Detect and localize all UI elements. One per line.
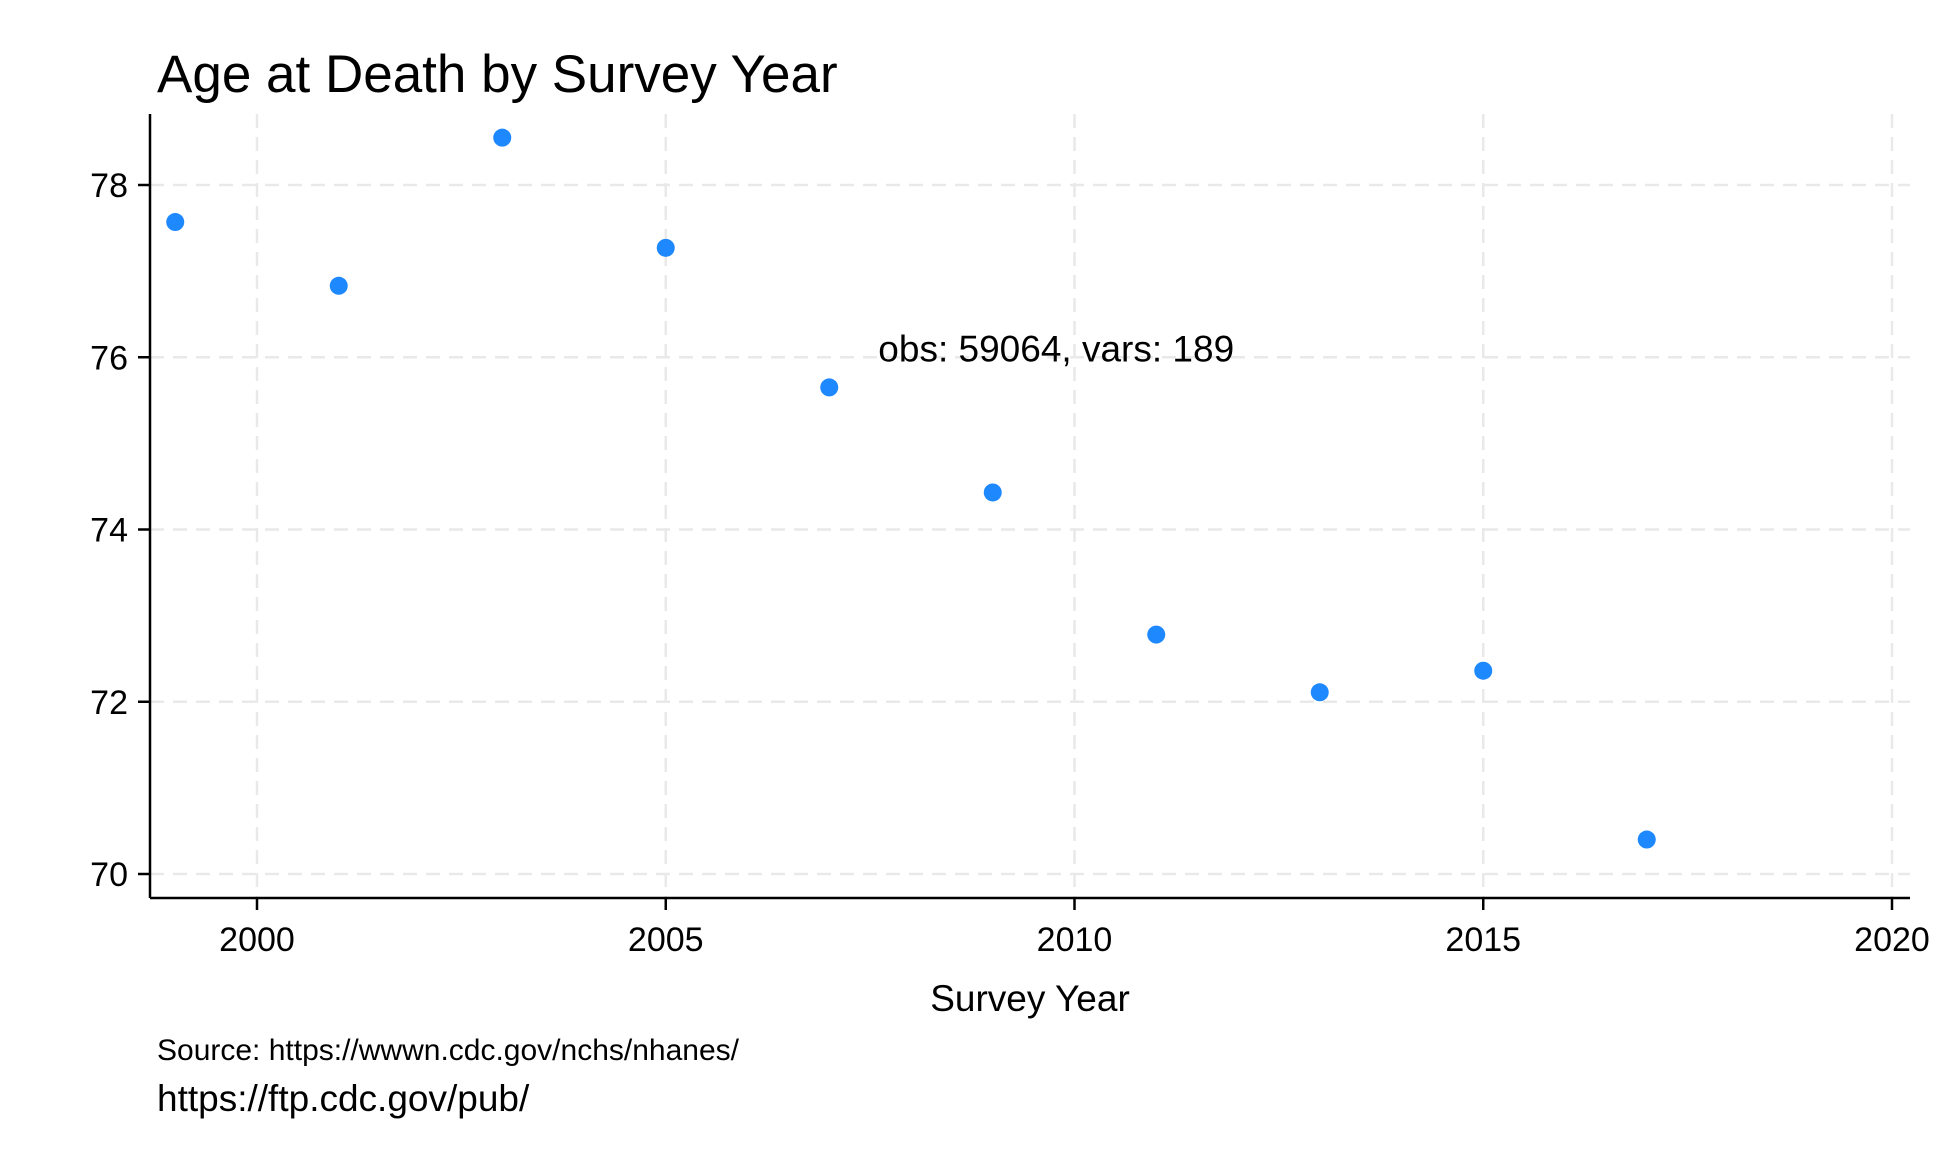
data-point <box>493 128 512 147</box>
data-point <box>983 483 1002 502</box>
x-axis-title: Survey Year <box>930 978 1130 1019</box>
x-ticks: 2000 2005 2010 2015 2020 <box>219 898 1930 959</box>
y-tick-label: 74 <box>90 512 128 550</box>
axes <box>148 114 1910 900</box>
y-tick-label: 70 <box>90 856 128 894</box>
data-points <box>166 128 1656 849</box>
x-tick-label: 2000 <box>219 921 295 959</box>
data-point <box>1147 625 1166 644</box>
data-point <box>1310 683 1329 702</box>
gridlines <box>150 114 1910 898</box>
data-point <box>656 238 675 257</box>
y-tick-label: 78 <box>90 167 128 205</box>
data-point <box>1637 830 1656 849</box>
chart-title: Age at Death by Survey Year <box>157 45 838 104</box>
y-ticks: 70 72 74 76 78 <box>90 167 150 894</box>
y-tick-label: 72 <box>90 684 128 722</box>
x-tick-label: 2005 <box>628 921 704 959</box>
data-point <box>166 213 185 232</box>
data-point <box>820 378 839 397</box>
x-tick-label: 2010 <box>1037 921 1113 959</box>
data-point <box>1474 661 1493 680</box>
source-url-note: https://ftp.cdc.gov/pub/ <box>157 1078 530 1119</box>
x-tick-label: 2015 <box>1445 921 1521 959</box>
x-tick-label: 2020 <box>1854 921 1930 959</box>
data-point <box>329 276 348 295</box>
source-note: Source: https://wwwn.cdc.gov/nchs/nhanes… <box>157 1034 740 1067</box>
obs-vars-annotation: obs: 59064, vars: 189 <box>878 329 1234 370</box>
y-tick-label: 76 <box>90 339 128 377</box>
